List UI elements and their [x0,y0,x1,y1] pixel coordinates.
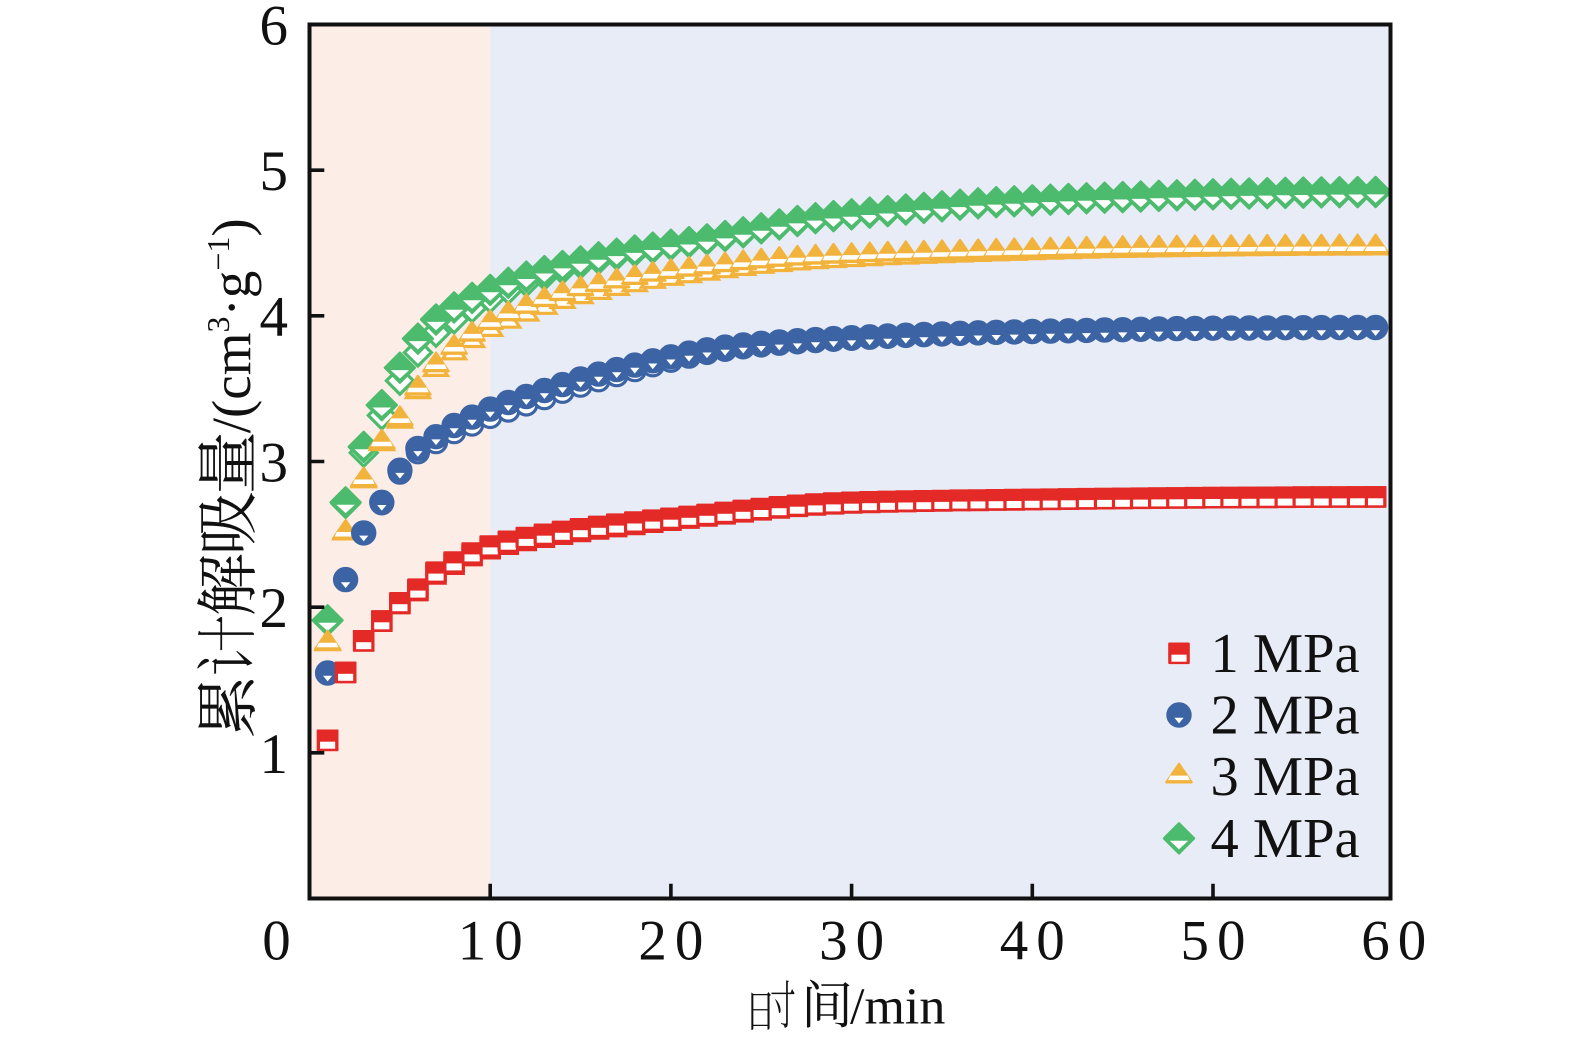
svg-text:50: 50 [1181,910,1254,973]
svg-text:/min: /min [850,979,945,1036]
svg-text:30: 30 [819,910,892,973]
svg-text:5: 5 [260,140,289,203]
svg-text:2: 2 [260,577,289,640]
svg-text:60: 60 [1361,910,1434,973]
svg-text:1: 1 [260,723,289,786]
svg-text:0: 0 [262,910,291,973]
svg-text:3: 3 [260,432,289,495]
svg-text:3 MPa: 3 MPa [1211,746,1360,808]
svg-text:2 MPa: 2 MPa [1211,685,1360,747]
svg-text:20: 20 [638,910,711,973]
svg-text:6: 6 [260,0,289,58]
svg-text:1 MPa: 1 MPa [1211,623,1360,685]
svg-text:10: 10 [458,910,531,973]
svg-text:4: 4 [260,286,289,349]
svg-text:40: 40 [1000,910,1073,973]
svg-text:4 MPa: 4 MPa [1211,808,1360,870]
